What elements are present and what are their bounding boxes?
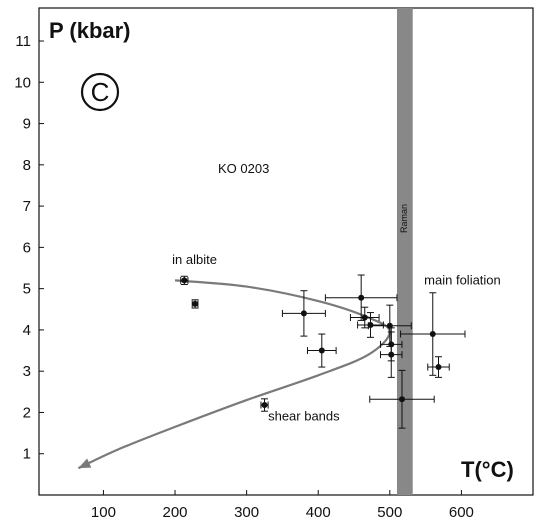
point-marker: [429, 331, 436, 338]
plot-frame: [38, 7, 534, 496]
point-marker: [367, 321, 374, 328]
pt-path-curve: [77, 279, 391, 470]
point-marker: [181, 277, 188, 284]
y-tick-label: 9: [23, 116, 31, 133]
x-axis-title: T(°C): [461, 457, 514, 482]
data-point: [180, 275, 189, 286]
data-point: [380, 331, 403, 378]
y-tick-label: 11: [15, 33, 31, 50]
data-point: [369, 369, 435, 429]
y-tick-label: 10: [14, 74, 31, 91]
x-tick-label: 500: [377, 504, 402, 521]
annotation-layer: KO 0203 in albite main foliation shear band…: [172, 161, 501, 424]
point-marker: [192, 300, 199, 307]
y-tick-label: 1: [23, 446, 31, 463]
data-point: [281, 290, 326, 337]
data-point: [357, 312, 384, 338]
data-point: [260, 398, 269, 412]
x-tick-label: 200: [163, 504, 188, 521]
pt-path-arrowhead: [78, 458, 92, 469]
y-tick-label: 2: [23, 404, 31, 421]
panel-label: C: [91, 77, 110, 107]
panel-label-circle: [80, 72, 120, 112]
raman-band: [396, 8, 413, 495]
y-tick-label: 4: [23, 322, 31, 339]
data-points-layer: [180, 274, 466, 429]
annotation-label: in albite: [172, 252, 217, 267]
data-point: [349, 306, 380, 329]
x-tick-label: 600: [449, 504, 474, 521]
data-point: [324, 274, 398, 321]
y-axis-title: P (kbar): [49, 18, 131, 43]
point-marker: [386, 322, 393, 329]
annotation-label: KO 0203: [218, 161, 269, 176]
x-tick-label: 300: [234, 504, 259, 521]
axis-ticks-layer: 100 200 300 400 500 600 1 2 3 4 5 6 7 8 9 10 11: [14, 33, 474, 521]
data-point: [191, 299, 199, 309]
point-marker: [361, 314, 368, 321]
point-marker: [388, 351, 395, 358]
x-tick-label: 100: [91, 504, 116, 521]
x-tick-label: 400: [306, 504, 331, 521]
point-marker: [435, 364, 442, 371]
panel-label-badge: C: [80, 72, 120, 112]
y-tick-label: 8: [23, 157, 31, 174]
point-marker: [318, 347, 325, 354]
point-marker: [261, 402, 268, 409]
data-point: [367, 304, 412, 347]
y-tick-label: 3: [23, 363, 31, 380]
data-point: [427, 356, 450, 378]
y-tick-label: 5: [23, 281, 31, 298]
point-marker: [300, 310, 307, 317]
raman-band-layer: Raman: [396, 8, 413, 495]
point-marker: [398, 396, 405, 403]
y-tick-label: 7: [23, 198, 31, 215]
annotation-label: shear bands: [268, 409, 340, 424]
pt-path-layer: [77, 279, 391, 470]
y-tick-label: 6: [23, 239, 31, 256]
raman-band-label: Raman: [399, 204, 409, 233]
annotation-label: main foliation: [424, 273, 501, 288]
point-marker: [358, 294, 365, 301]
data-point: [306, 333, 337, 368]
data-point: [400, 292, 466, 376]
